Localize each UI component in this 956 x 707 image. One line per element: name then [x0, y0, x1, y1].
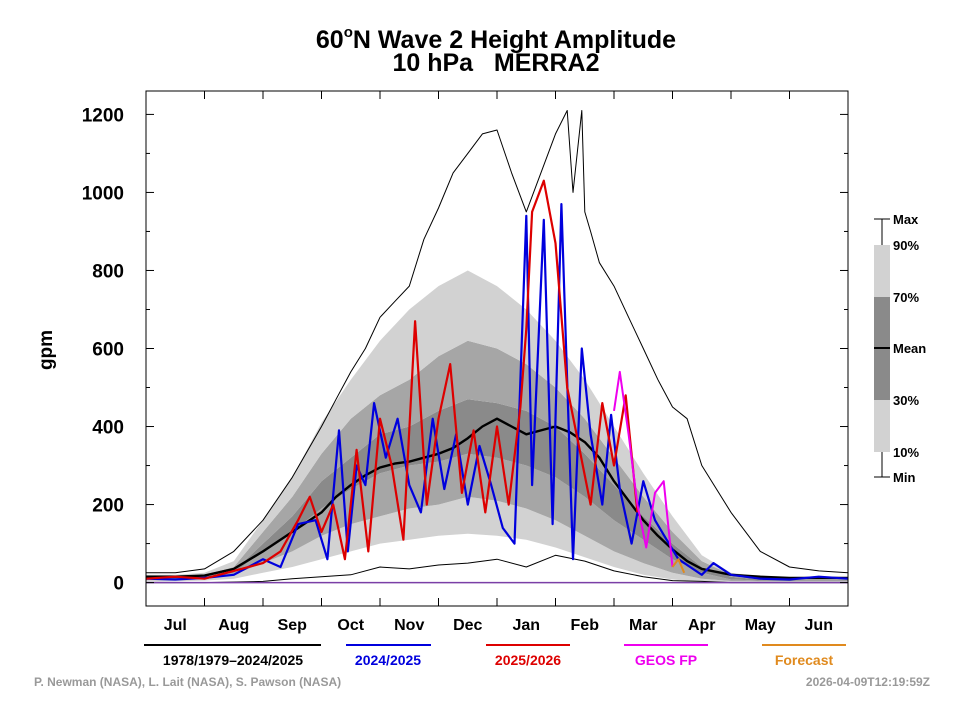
legend-label-0: 1978/1979–2024/2025 — [163, 652, 303, 668]
legend-label-4: Forecast — [775, 652, 834, 668]
key-swatch-10-30 — [874, 400, 890, 452]
x-month-label-7: Feb — [571, 617, 600, 634]
title-text: N Wave 2 Height Amplitude — [353, 26, 676, 54]
legend-label-2: 2025/2026 — [495, 652, 561, 668]
key-label-0: Max — [893, 212, 919, 227]
chart-subtitle: 10 hPa MERRA2 — [392, 49, 599, 77]
x-month-label-9: Apr — [688, 617, 716, 634]
y-tick-label-6: 1200 — [82, 105, 124, 126]
x-month-label-6: Jan — [512, 617, 540, 634]
y-axis-label: gpm — [36, 330, 57, 370]
key-label-1: 90% — [893, 238, 919, 253]
axes: 0 200 400 600 800 1000 1200 Jul Aug Sep Oct Nov Dec J… — [82, 90, 849, 634]
series-line-4 — [146, 179, 639, 580]
band-90-max — [146, 270, 848, 580]
x-month-label-11: Jun — [805, 617, 833, 634]
key-label-5: 10% — [893, 445, 919, 460]
x-month-label-4: Nov — [394, 617, 424, 634]
y-tick-label-5: 1000 — [82, 183, 124, 204]
x-month-label-8: Mar — [629, 617, 657, 634]
legend: 1978/1979–2024/2025 2024/2025 2025/2026 GEO… — [144, 644, 846, 668]
series-line-5 — [613, 370, 674, 568]
x-month-label-0: Jul — [164, 617, 187, 634]
series-line-6 — [671, 558, 686, 574]
credit-text: P. Newman (NASA), L. Lait (NASA), S. Paw… — [34, 675, 341, 689]
band-10-30 — [146, 496, 848, 583]
title-latitude: 60 — [316, 26, 344, 54]
key-label-3: Mean — [893, 341, 926, 356]
legend-label-1: 2024/2025 — [355, 652, 421, 668]
series-lines — [146, 110, 848, 584]
percentile-key: Max 90% 70% Mean 30% 10% Min — [874, 212, 926, 485]
series-line-3 — [146, 203, 848, 581]
x-month-label-5: Dec — [453, 617, 482, 634]
x-month-label-10: May — [745, 617, 776, 634]
series-line-0 — [146, 417, 848, 580]
key-label-4: 30% — [893, 393, 919, 408]
x-month-label-3: Oct — [337, 617, 364, 634]
chart-title: 60oN Wave 2 Height Amplitude — [316, 24, 676, 54]
x-month-label-1: Aug — [218, 617, 249, 634]
series-line-2 — [146, 554, 848, 584]
key-swatch-70-90 — [874, 245, 890, 297]
y-tick-label-1: 200 — [92, 496, 124, 517]
y-tick-label-4: 800 — [92, 261, 124, 282]
x-month-label-2: Sep — [278, 617, 308, 634]
legend-label-3: GEOS FP — [635, 652, 697, 668]
y-tick-label-0: 0 — [113, 574, 124, 595]
y-tick-label-3: 600 — [92, 340, 124, 361]
y-tick-label-2: 400 — [92, 418, 124, 439]
key-label-2: 70% — [893, 290, 919, 305]
band-30-50 — [146, 453, 848, 582]
timestamp-text: 2026-04-09T12:19:59Z — [806, 675, 930, 689]
key-label-6: Min — [893, 470, 915, 485]
title-degree: o — [344, 24, 353, 41]
series-line-1 — [146, 110, 848, 574]
band-50-70 — [146, 399, 848, 581]
band-70-90-upper — [146, 340, 848, 581]
percentile-bands — [146, 270, 848, 583]
